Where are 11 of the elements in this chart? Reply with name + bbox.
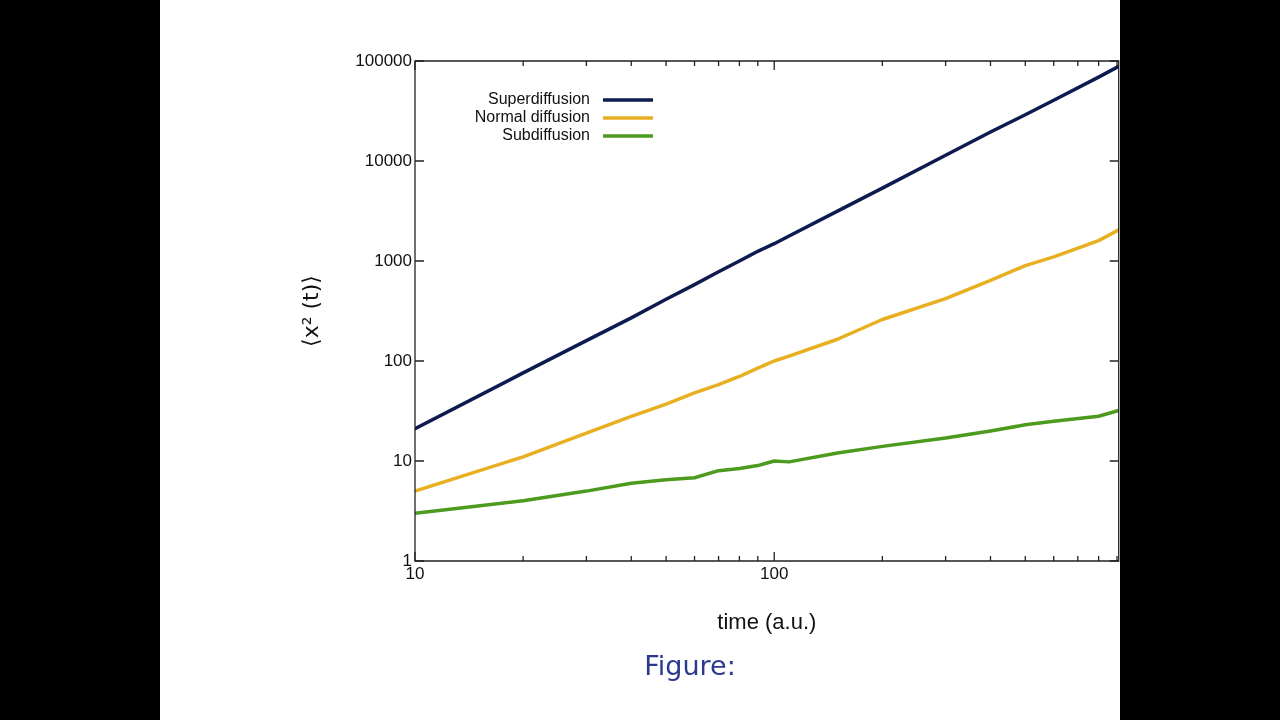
y-tick-label: 1000 xyxy=(374,250,412,270)
y-tick-label: 10 xyxy=(393,450,412,470)
y-axis-title: ⟨x² (t)⟩ xyxy=(297,275,323,347)
y-tick-label: 10000 xyxy=(364,150,412,170)
legend-label: Superdiffusion xyxy=(488,90,590,108)
y-tick-label: 100 xyxy=(383,350,412,370)
legend-label: Normal diffusion xyxy=(474,108,590,126)
x-axis-title: time (a.u.) xyxy=(717,608,817,634)
text: Figure: xyxy=(643,650,737,681)
legend-label: Subdiffusion xyxy=(502,126,590,144)
y-tick-label: 100000 xyxy=(355,50,412,70)
